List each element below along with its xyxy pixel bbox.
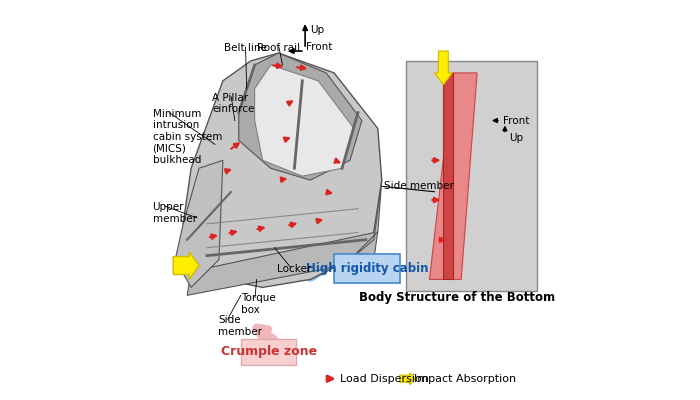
- Text: Roof rail: Roof rail: [258, 43, 300, 53]
- Text: Torque
box: Torque box: [241, 293, 276, 315]
- Polygon shape: [350, 180, 382, 260]
- Text: Body Structure of the Bottom: Body Structure of the Bottom: [359, 291, 555, 304]
- Text: Upper
member: Upper member: [153, 202, 197, 224]
- FancyBboxPatch shape: [443, 73, 454, 280]
- Text: Front: Front: [503, 116, 529, 126]
- Polygon shape: [175, 160, 223, 287]
- Text: Crumple zone: Crumple zone: [220, 346, 316, 358]
- Polygon shape: [429, 73, 477, 280]
- Text: Belt line: Belt line: [224, 43, 267, 53]
- Polygon shape: [183, 53, 382, 287]
- FancyArrow shape: [173, 252, 199, 280]
- FancyBboxPatch shape: [241, 339, 296, 365]
- FancyArrow shape: [400, 373, 416, 385]
- Text: Locker: Locker: [276, 264, 311, 274]
- Polygon shape: [239, 53, 362, 180]
- Text: Up: Up: [310, 25, 324, 35]
- Text: A Pillar
einforce: A Pillar einforce: [212, 93, 255, 114]
- FancyArrow shape: [435, 51, 452, 85]
- Text: Impact Absorption: Impact Absorption: [414, 374, 516, 384]
- Polygon shape: [187, 232, 378, 295]
- Text: Side
member: Side member: [218, 315, 262, 337]
- Text: Side member: Side member: [384, 181, 454, 191]
- Polygon shape: [255, 65, 354, 176]
- Text: High rigidity cabin: High rigidity cabin: [306, 262, 428, 275]
- Text: Up: Up: [509, 134, 523, 144]
- Text: Load Dispersion: Load Dispersion: [340, 374, 429, 384]
- Text: Front: Front: [305, 42, 332, 52]
- Text: Minimum
intrusion
cabin system
(MICS)
bulkhead: Minimum intrusion cabin system (MICS) bu…: [153, 109, 222, 165]
- FancyBboxPatch shape: [405, 61, 537, 291]
- FancyBboxPatch shape: [334, 254, 400, 284]
